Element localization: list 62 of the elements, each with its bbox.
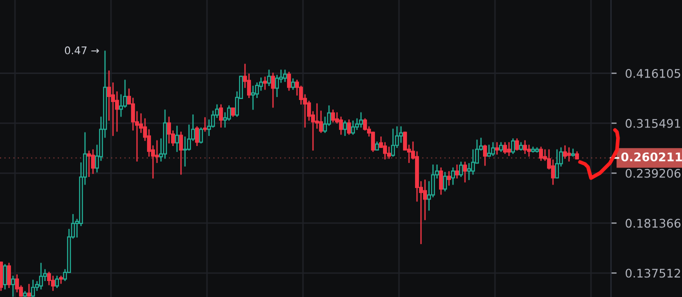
candlestick: [219, 104, 223, 128]
candlestick: [515, 138, 519, 151]
candlestick: [447, 171, 451, 186]
candlestick: [263, 76, 267, 90]
candlestick: [567, 147, 571, 162]
candlestick: [287, 72, 291, 91]
candlestick: [175, 126, 179, 152]
candlestick: [451, 167, 455, 185]
candlestick: [563, 145, 567, 159]
candlestick: [347, 119, 351, 135]
candlestick: [343, 120, 347, 136]
candlestick: [391, 128, 395, 157]
candlestick: [267, 70, 271, 86]
candlestick: [495, 142, 499, 155]
candlestick: [555, 149, 559, 179]
candlestick: [271, 72, 275, 108]
candlestick: [455, 164, 459, 179]
candlestick: [291, 78, 295, 90]
y-tick-label: 0.137512: [626, 268, 680, 278]
candlestick: [491, 142, 495, 156]
candlestick: [539, 146, 543, 161]
candlestick: [39, 262, 43, 290]
annotation: 0.47 →: [64, 46, 99, 54]
candlestick: [199, 127, 203, 144]
candlestick: [483, 144, 487, 166]
candlestick: [251, 86, 255, 110]
y-tick-label: 0.315491: [626, 118, 680, 128]
candlestick: [339, 116, 343, 135]
candlestick: [203, 117, 207, 132]
y-tick-label: 0.416105: [626, 68, 680, 78]
candlestick: [31, 280, 35, 297]
candlestick: [331, 110, 335, 122]
candlestick: [523, 140, 527, 154]
candlestick: [383, 142, 387, 160]
candlestick: [487, 144, 491, 157]
candlestick: [167, 116, 171, 144]
candlestick: [11, 276, 15, 297]
y-tick-label: 0.239206: [626, 168, 680, 178]
candlestick: [3, 264, 7, 290]
candlestick: [283, 70, 287, 82]
candlestick: [467, 163, 471, 180]
candlestick: [511, 138, 515, 154]
candlestick: [91, 149, 95, 174]
candlestick: [463, 162, 467, 182]
candlestick: [15, 274, 19, 292]
candlestick: [507, 142, 511, 156]
candlestick: [443, 172, 447, 192]
candlestick: [27, 284, 31, 297]
candlestick: [51, 276, 55, 291]
candlestick: [195, 126, 199, 146]
candlestick: [7, 262, 11, 288]
candlestick: [527, 144, 531, 157]
candlestick: [359, 112, 363, 128]
candlestick: [179, 132, 183, 175]
candlestick: [503, 142, 507, 154]
candlestick: [439, 167, 443, 195]
ref-line-label: 0.260211: [621, 152, 682, 162]
candlestick: [87, 150, 91, 177]
candlestick: [55, 276, 59, 288]
candlestick: [351, 120, 355, 135]
candlestick: [459, 162, 463, 177]
y-tick-label: 0.181366: [626, 218, 680, 228]
